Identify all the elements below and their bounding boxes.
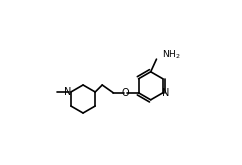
Text: N: N xyxy=(162,88,169,98)
Text: N: N xyxy=(64,87,72,97)
Text: NH$_2$: NH$_2$ xyxy=(162,49,181,61)
Text: O: O xyxy=(121,88,129,98)
